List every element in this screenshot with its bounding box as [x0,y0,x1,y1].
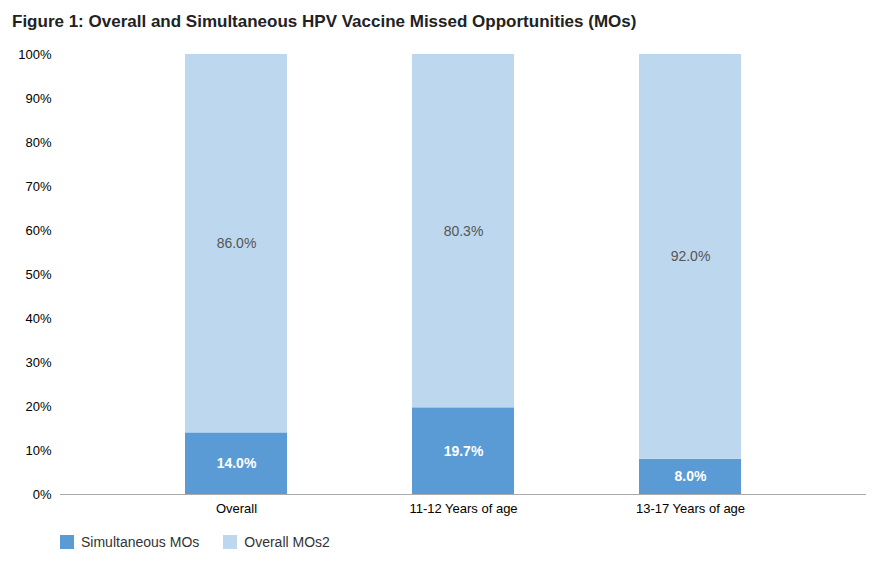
svg-text:90%: 90% [25,91,51,106]
svg-text:0%: 0% [33,487,52,502]
svg-text:11-12 Years of age: 11-12 Years of age [409,501,517,516]
svg-text:60%: 60% [25,223,51,238]
svg-text:80%: 80% [25,135,51,150]
svg-text:10%: 10% [25,443,51,458]
svg-text:14.0%: 14.0% [217,455,257,471]
html-text:Figure 1: Overall and Simultan: Figure 1: Overall and Simultaneous HPV V… [12,12,637,31]
svg-text:92.0%: 92.0% [671,248,711,264]
html-text:Overall MOs2: Overall MOs2 [244,534,330,550]
svg-text:Overall: Overall [216,501,257,516]
svg-text:50%: 50% [25,267,51,282]
svg-text:13-17 Years of age: 13-17 Years of age [636,501,745,516]
svg-text:20%: 20% [25,399,51,414]
svg-text:19.7%: 19.7% [444,443,484,459]
svg-text:8.0%: 8.0% [675,468,707,484]
svg-text:80.3%: 80.3% [444,223,484,239]
svg-text:70%: 70% [25,179,51,194]
svg-text:86.0%: 86.0% [217,235,257,251]
svg-text:30%: 30% [25,355,51,370]
svg-text:100%: 100% [18,47,52,62]
html-text:Simultaneous MOs: Simultaneous MOs [81,534,200,550]
svg-text:40%: 40% [25,311,51,326]
